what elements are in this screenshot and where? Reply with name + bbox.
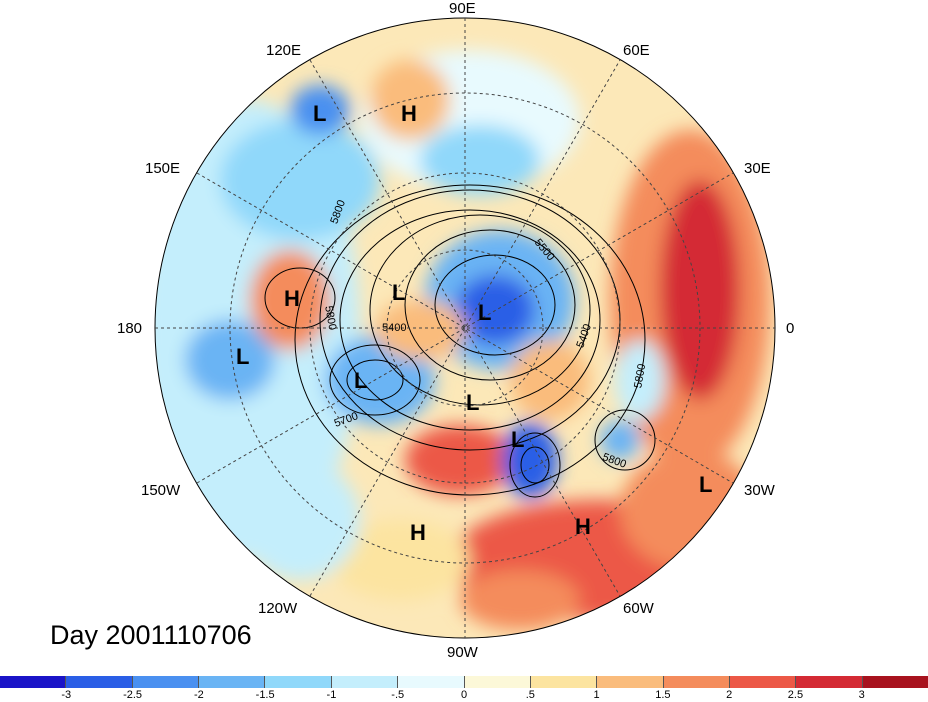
colorbar-swatch <box>331 676 399 688</box>
colorbar-swatch <box>530 676 598 688</box>
colorbar-tick-label: -2.5 <box>123 689 143 701</box>
colorbar-swatch <box>199 676 266 688</box>
day-label: Day 2001110706 <box>50 620 252 650</box>
low-center: L <box>478 300 492 325</box>
lon-label-150e: 150E <box>145 160 181 177</box>
low-center: L <box>236 344 250 369</box>
colorbar-swatch <box>132 676 200 688</box>
lon-label-90e: 90E <box>449 0 476 17</box>
colorbar-swatch <box>398 676 465 688</box>
colorbar-swatch <box>597 676 664 688</box>
low-center: L <box>354 368 368 393</box>
low-center: L <box>466 390 480 415</box>
colorbar-tick-label: -1 <box>326 689 337 701</box>
colorbar-tick-label: 3 <box>858 689 865 701</box>
colorbar-tick-label: -1.5 <box>255 689 275 701</box>
colorbar-tick-label: 1.5 <box>655 689 671 701</box>
colorbar-swatch <box>862 676 928 688</box>
low-center: L <box>392 280 406 305</box>
lon-label-60w: 60W <box>623 600 654 617</box>
lon-label-60e: 60E <box>623 42 650 59</box>
lon-label-150w: 150W <box>141 482 181 499</box>
high-center: H <box>575 514 591 539</box>
colorbar-tick-label: -.5 <box>391 689 405 701</box>
lon-label-30w: 30W <box>744 482 775 499</box>
low-center: L <box>699 472 713 497</box>
high-center: H <box>410 520 426 545</box>
colorbar-swatch <box>66 676 133 688</box>
colorbar-tick-label: 0 <box>460 689 468 701</box>
height-contours <box>264 184 656 498</box>
colorbar-swatch <box>0 676 67 688</box>
lon-label-120e: 120E <box>266 42 302 59</box>
colorbar-tick-label: 2.5 <box>787 689 804 701</box>
lon-label-120w: 120W <box>258 600 298 617</box>
colorbar-tick-label: -3 <box>61 689 72 701</box>
anomaly-field <box>155 18 775 638</box>
low-center: L <box>511 427 525 452</box>
colorbar-swatch <box>464 676 531 688</box>
lon-label-90w: 90W <box>447 644 478 661</box>
colorbar-swatch <box>729 676 797 688</box>
colorbar-swatch <box>265 676 332 688</box>
lon-label-0: 0 <box>786 320 795 337</box>
lon-label-30e: 30E <box>744 160 771 177</box>
lon-label-180: 180 <box>117 320 143 337</box>
colorbar-tick-label: 2 <box>726 689 733 701</box>
contour-label: 5400 <box>382 322 407 334</box>
high-center: H <box>401 101 417 126</box>
low-center: L <box>313 101 327 126</box>
colorbar-swatch <box>663 676 730 688</box>
lat-lon-grid <box>154 17 776 639</box>
colorbar-swatch <box>796 676 863 688</box>
colorbar-tick-label: -2 <box>193 689 204 701</box>
colorbar-tick-label: 1 <box>593 689 600 701</box>
colorbar <box>0 676 928 688</box>
colorbar-tick-label: .5 <box>525 689 535 701</box>
high-center: H <box>284 286 300 311</box>
